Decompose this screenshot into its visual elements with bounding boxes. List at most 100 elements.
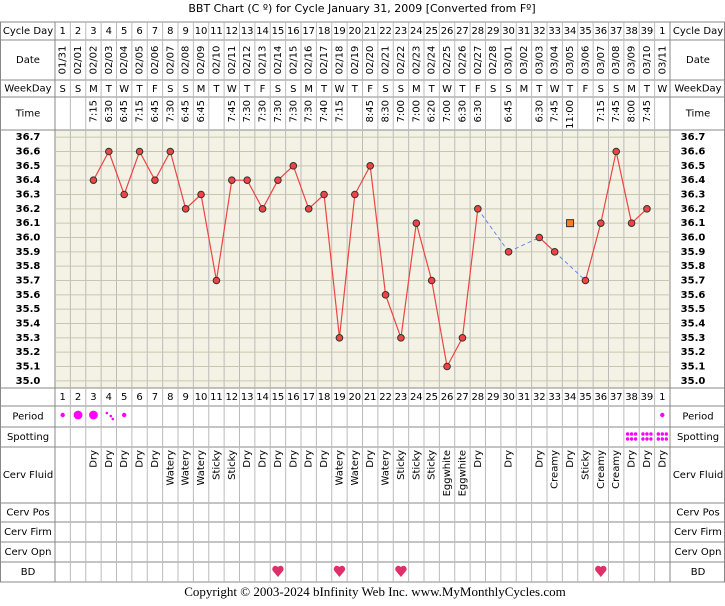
cycle-day: 21: [364, 392, 377, 403]
date: 02/20: [365, 46, 376, 75]
date: 02/21: [381, 46, 392, 75]
cycle-day: 6: [136, 392, 142, 403]
weekday: S: [598, 84, 604, 95]
cerv-fluid: Dry: [304, 450, 315, 468]
time: 6:30: [473, 100, 484, 122]
temp-point: [151, 176, 159, 184]
y-tick-label: 36.2: [681, 204, 706, 215]
cycle-day: 6: [136, 26, 142, 37]
cycle-day: 8: [167, 392, 173, 403]
time: 7:45: [550, 100, 561, 122]
period-dot: [660, 412, 665, 418]
date: 02/16: [304, 46, 315, 75]
temp-point: [535, 233, 544, 242]
cerv-fluid: Dry: [273, 450, 284, 468]
cerv-fluid: Dry: [88, 450, 99, 468]
temp-point: [197, 190, 205, 199]
cerv-fluid: Dry: [242, 450, 253, 468]
y-tick-label: 36.1: [681, 218, 706, 229]
cycle-day: 1: [659, 392, 665, 403]
temp-point: [581, 276, 590, 285]
temp-point: [504, 248, 513, 256]
time: 7:30: [242, 100, 253, 122]
cerv-fluid: Dry: [627, 450, 638, 468]
time: 7:30: [288, 100, 299, 122]
cerv-fluid: Watery: [381, 450, 392, 486]
weekday: S: [613, 84, 619, 95]
date: 02/28: [488, 46, 499, 75]
row-label: Spotting: [7, 432, 49, 443]
cycle-day: 7: [152, 26, 158, 37]
cycle-day: 28: [471, 26, 484, 37]
cycle-day: 32: [533, 26, 546, 37]
cycle-day: 5: [121, 392, 127, 403]
chart-title: BBT Chart (C º) for Cycle January 31, 20…: [188, 2, 535, 15]
cycle-day: 39: [641, 392, 654, 403]
weekday: M: [412, 84, 421, 95]
date: 02/19: [350, 46, 361, 75]
cycle-day: 24: [410, 392, 423, 403]
cerv-fluid: Watery: [196, 450, 207, 486]
cycle-day: 9: [183, 26, 189, 37]
period-dot: [60, 412, 65, 418]
weekday: T: [458, 84, 466, 95]
cycle-day: 9: [183, 392, 189, 403]
row-label: Cerv Fluid: [673, 470, 723, 481]
temp-point: [597, 219, 605, 227]
period-dot: [121, 412, 127, 418]
cerv-fluid: Eggwhite: [442, 450, 453, 496]
temp-point: [397, 334, 405, 342]
date: 03/01: [504, 46, 515, 75]
date: 02/15: [288, 46, 299, 75]
cycle-day: 13: [241, 26, 254, 37]
cycle-day: 13: [241, 392, 254, 403]
cycle-day: 30: [502, 26, 515, 37]
time: 7:40: [319, 100, 330, 122]
temp-point: [228, 176, 236, 184]
cycle-day: 39: [641, 26, 654, 37]
time: 7:15: [135, 100, 146, 122]
cerv-fluid: Dry: [150, 450, 161, 468]
weekday: S: [490, 84, 496, 95]
row-label: Cerv Fluid: [3, 470, 53, 481]
temp-point: [366, 162, 374, 170]
cycle-day: 14: [256, 26, 269, 37]
date: 02/06: [150, 46, 161, 75]
temp-point: [212, 276, 221, 285]
period-dot: [73, 410, 83, 420]
y-tick-label: 36.2: [16, 204, 41, 215]
date: 02/02: [88, 46, 99, 75]
cycle-day: 37: [610, 392, 623, 403]
date: 03/03: [534, 46, 545, 75]
spot-dot: [660, 432, 665, 436]
date: 02/18: [334, 46, 345, 75]
cycle-day: 16: [287, 392, 300, 403]
cerv-fluid: Dry: [473, 450, 484, 468]
cycle-day: 27: [456, 26, 469, 37]
y-tick-label: 36.3: [16, 190, 41, 201]
date: 02/23: [411, 46, 422, 75]
time: 6:45: [196, 100, 207, 122]
time: 7:30: [165, 100, 176, 122]
weekday: F: [367, 84, 373, 95]
time: 6:30: [534, 100, 545, 122]
cycle-day: 15: [272, 392, 285, 403]
date: 02/09: [196, 46, 207, 75]
cerv-fluid: Eggwhite: [457, 450, 468, 496]
weekday: T: [320, 84, 328, 95]
temp-point: [351, 190, 359, 199]
date: 02/24: [427, 46, 438, 75]
cycle-day: 2: [75, 392, 81, 403]
temp-point: [627, 219, 636, 227]
y-tick-label: 36.0: [16, 233, 41, 244]
date: 01/31: [58, 46, 69, 75]
spotting: [625, 432, 638, 441]
cycle-day: 23: [395, 392, 408, 403]
footer: Copyright © 2003-2024 bInfinity Web Inc.…: [184, 584, 565, 599]
cerv-fluid: Creamy: [611, 450, 622, 489]
cycle-day: 34: [564, 26, 577, 37]
cycle-day: 38: [625, 26, 638, 37]
cycle-day: 18: [318, 26, 331, 37]
weekday: W: [334, 84, 344, 95]
cycle-day: 33: [548, 392, 561, 403]
